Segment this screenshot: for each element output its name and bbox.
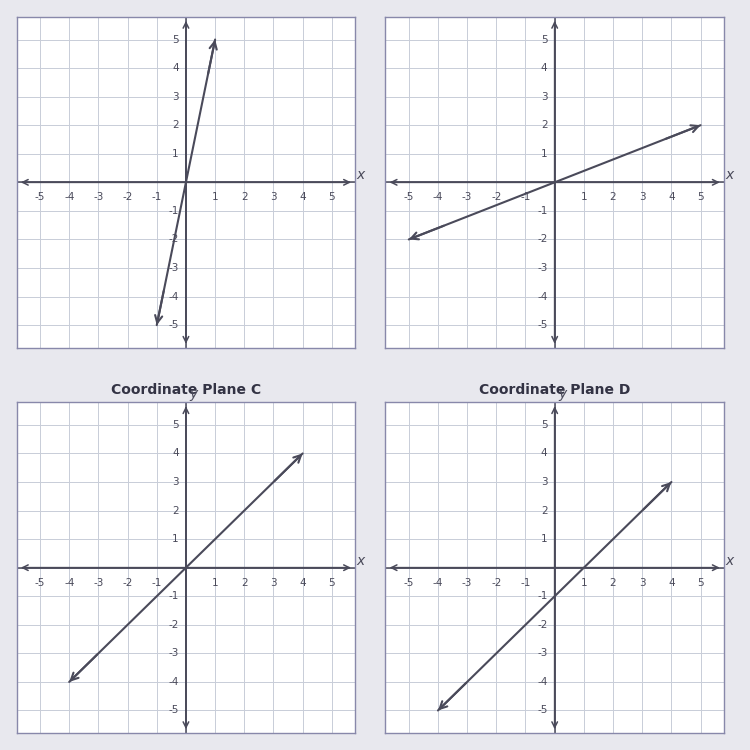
Text: y: y: [189, 386, 197, 400]
Text: x: x: [357, 168, 365, 182]
Text: -4: -4: [433, 578, 443, 588]
Text: 4: 4: [299, 578, 306, 588]
Text: 2: 2: [541, 120, 548, 130]
Text: -2: -2: [168, 235, 178, 244]
Text: -5: -5: [34, 578, 45, 588]
Text: -3: -3: [168, 648, 178, 658]
Text: -1: -1: [537, 206, 548, 216]
Text: -4: -4: [537, 677, 548, 687]
Text: 2: 2: [541, 506, 548, 515]
Text: -2: -2: [168, 620, 178, 630]
Text: 1: 1: [541, 148, 548, 159]
Text: -5: -5: [404, 578, 414, 588]
Text: 5: 5: [698, 192, 704, 202]
Text: 3: 3: [172, 477, 178, 487]
Text: -1: -1: [168, 206, 178, 216]
Text: -5: -5: [537, 706, 548, 716]
Text: -3: -3: [537, 648, 548, 658]
Text: -3: -3: [462, 578, 472, 588]
Text: 1: 1: [580, 192, 587, 202]
Text: -3: -3: [462, 192, 472, 202]
Text: 5: 5: [172, 34, 178, 44]
Text: 2: 2: [610, 192, 616, 202]
Text: 3: 3: [639, 192, 646, 202]
Text: 4: 4: [299, 192, 306, 202]
Text: 4: 4: [668, 192, 675, 202]
Text: 3: 3: [541, 92, 548, 102]
Text: -4: -4: [168, 292, 178, 302]
Text: 2: 2: [172, 506, 178, 515]
Text: 3: 3: [172, 92, 178, 102]
Text: 5: 5: [541, 34, 548, 44]
Text: -4: -4: [64, 192, 74, 202]
Text: 1: 1: [211, 192, 218, 202]
Text: 5: 5: [541, 420, 548, 430]
Text: -3: -3: [537, 263, 548, 273]
Text: -4: -4: [537, 292, 548, 302]
Text: -1: -1: [520, 578, 531, 588]
Text: x: x: [357, 554, 365, 568]
Text: x: x: [725, 168, 734, 182]
Title: Coordinate Plane D: Coordinate Plane D: [479, 382, 630, 397]
Text: 5: 5: [698, 578, 704, 588]
Text: -2: -2: [122, 192, 133, 202]
Text: -1: -1: [520, 192, 531, 202]
Text: 3: 3: [270, 192, 277, 202]
Text: 5: 5: [328, 578, 335, 588]
Text: -5: -5: [34, 192, 45, 202]
Text: x: x: [725, 554, 734, 568]
Text: 3: 3: [541, 477, 548, 487]
Title: Coordinate Plane C: Coordinate Plane C: [111, 382, 261, 397]
Text: 3: 3: [639, 578, 646, 588]
Text: -4: -4: [168, 677, 178, 687]
Text: 4: 4: [541, 448, 548, 458]
Text: -1: -1: [537, 591, 548, 602]
Text: 3: 3: [270, 578, 277, 588]
Text: 2: 2: [610, 578, 616, 588]
Text: -5: -5: [168, 706, 178, 716]
Text: 4: 4: [668, 578, 675, 588]
Text: -1: -1: [152, 578, 162, 588]
Text: -1: -1: [152, 192, 162, 202]
Text: -5: -5: [537, 320, 548, 330]
Text: -2: -2: [537, 235, 548, 244]
Text: 1: 1: [172, 148, 178, 159]
Text: y: y: [558, 386, 566, 400]
Text: -3: -3: [93, 192, 104, 202]
Text: 4: 4: [541, 63, 548, 73]
Text: -4: -4: [433, 192, 443, 202]
Text: 5: 5: [328, 192, 335, 202]
Text: 1: 1: [211, 578, 218, 588]
Text: -2: -2: [491, 192, 502, 202]
Text: 1: 1: [172, 534, 178, 544]
Text: 2: 2: [241, 578, 248, 588]
Text: 4: 4: [172, 448, 178, 458]
Text: -2: -2: [122, 578, 133, 588]
Text: -3: -3: [93, 578, 104, 588]
Text: 1: 1: [541, 534, 548, 544]
Text: -5: -5: [168, 320, 178, 330]
Text: 2: 2: [241, 192, 248, 202]
Text: -1: -1: [168, 591, 178, 602]
Text: -3: -3: [168, 263, 178, 273]
Text: -2: -2: [537, 620, 548, 630]
Text: 4: 4: [172, 63, 178, 73]
Text: 5: 5: [172, 420, 178, 430]
Text: -2: -2: [491, 578, 502, 588]
Text: -4: -4: [64, 578, 74, 588]
Text: 2: 2: [172, 120, 178, 130]
Text: 1: 1: [580, 578, 587, 588]
Text: -5: -5: [404, 192, 414, 202]
